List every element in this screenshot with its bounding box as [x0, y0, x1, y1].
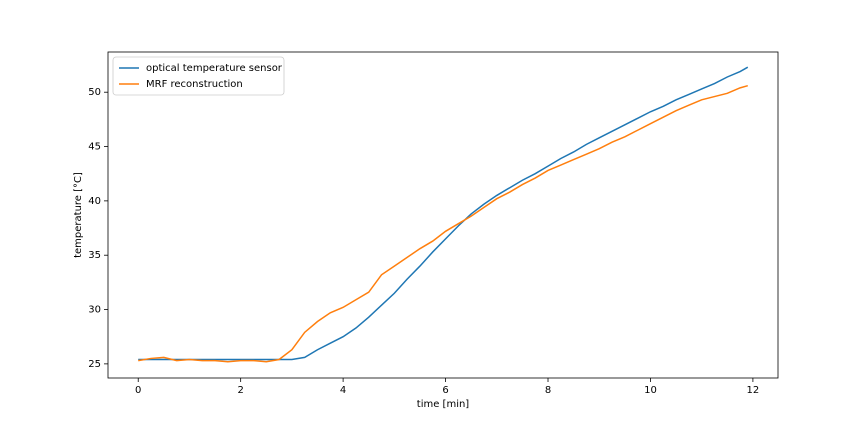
- x-tick-label: 0: [135, 385, 141, 396]
- legend-label: MRF reconstruction: [146, 79, 243, 90]
- x-tick-label: 2: [237, 385, 243, 396]
- legend-box: [112, 56, 285, 96]
- legend-label: optical temperature sensor: [146, 63, 283, 74]
- y-tick-label: 50: [88, 87, 101, 98]
- x-tick-label: 4: [340, 385, 346, 396]
- y-axis-label: temperature [°C]: [73, 172, 84, 258]
- x-tick-label: 6: [442, 385, 448, 396]
- x-tick-label: 10: [644, 385, 657, 396]
- y-tick-label: 45: [88, 142, 101, 153]
- plot-frame: [107, 51, 779, 379]
- y-tick-label: 40: [88, 196, 101, 207]
- y-tick-label: 30: [88, 305, 101, 316]
- series-line: [138, 84, 748, 363]
- x-axis-label: time [min]: [417, 399, 470, 410]
- y-tick-label: 35: [88, 250, 101, 261]
- series-line: [138, 66, 749, 361]
- x-tick-label: 12: [747, 385, 760, 396]
- x-tick-label: 8: [545, 385, 551, 396]
- y-tick-label: 25: [88, 359, 101, 370]
